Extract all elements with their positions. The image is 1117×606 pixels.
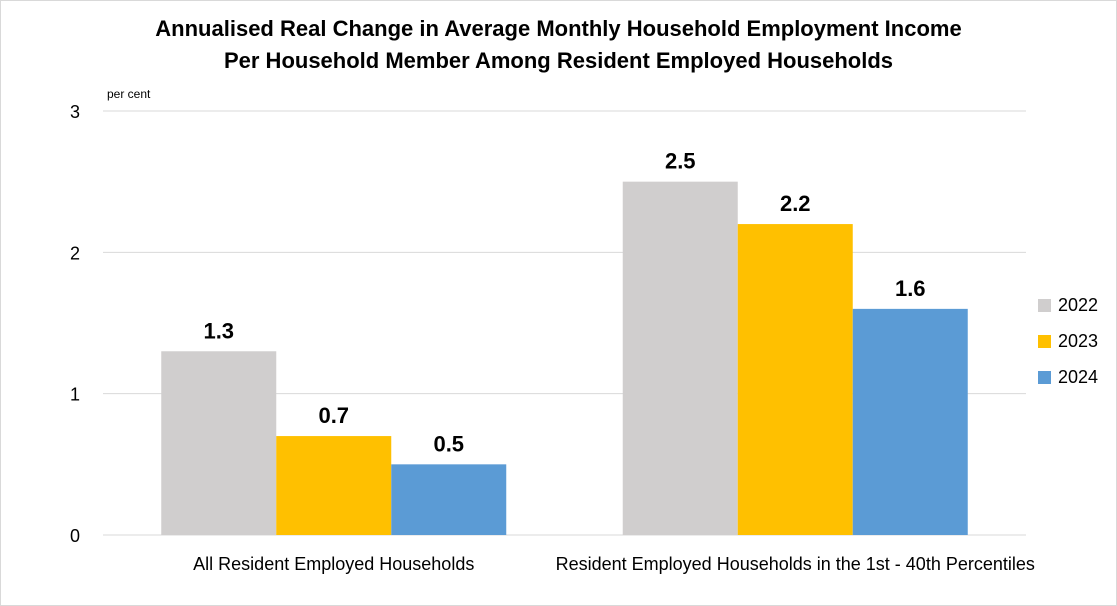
y-axis-label: per cent — [107, 87, 151, 101]
bar-2022-cat1 — [161, 351, 277, 535]
y-tick-label: 3 — [70, 102, 80, 122]
data-label-2022-cat1: 1.3 — [203, 318, 234, 343]
bar-2023-cat2 — [737, 224, 853, 536]
bar-2023-cat1 — [276, 436, 392, 535]
data-label-2024-cat1: 0.5 — [433, 431, 464, 456]
legend-swatch-2024 — [1038, 371, 1051, 384]
bar-2024-cat2 — [852, 308, 968, 535]
legend-label-2023: 2023 — [1058, 331, 1099, 351]
legend-label-2024: 2024 — [1058, 367, 1099, 387]
chart-title-line-2: Per Household Member Among Resident Empl… — [223, 48, 894, 73]
data-label-2023-cat1: 0.7 — [318, 403, 349, 428]
bar-2024-cat1 — [391, 464, 507, 535]
x-tick-label: All Resident Employed Households — [193, 554, 474, 574]
chart-title-line-1: Annualised Real Change in Average Monthl… — [155, 16, 962, 41]
legend-swatch-2023 — [1038, 335, 1051, 348]
y-axis-ticks: 0 1 2 3 — [70, 102, 80, 546]
bars — [161, 181, 968, 536]
data-label-2024-cat2: 1.6 — [895, 276, 926, 301]
x-axis-ticks: All Resident Employed Households Resident… — [193, 554, 1035, 574]
legend-swatch-2022 — [1038, 299, 1051, 312]
data-label-2022-cat2: 2.5 — [665, 149, 696, 174]
data-label-2023-cat2: 2.2 — [780, 191, 811, 216]
x-tick-label: Resident Employed Households in the 1st … — [556, 554, 1035, 574]
bar-2022-cat2 — [622, 181, 738, 535]
y-tick-label: 0 — [70, 526, 80, 546]
legend-label-2022: 2022 — [1058, 295, 1099, 315]
data-labels: 1.3 0.7 0.5 2.5 2.2 1.6 — [203, 149, 925, 457]
y-tick-label: 1 — [70, 385, 80, 405]
y-tick-label: 2 — [70, 243, 80, 263]
